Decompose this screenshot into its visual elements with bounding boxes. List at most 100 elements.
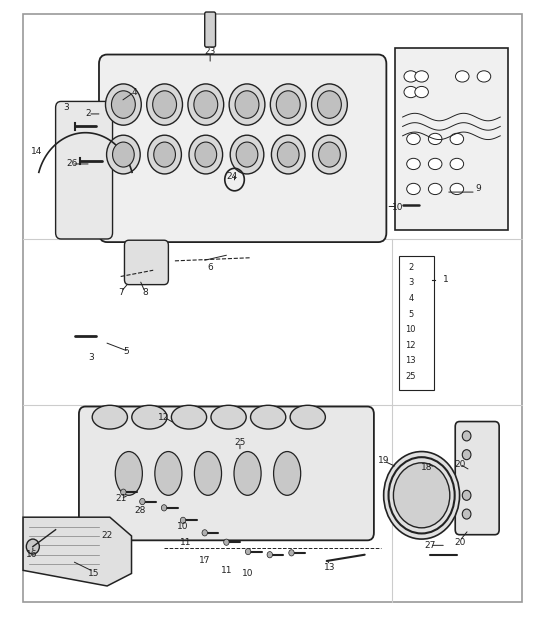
- Ellipse shape: [477, 71, 490, 82]
- Circle shape: [153, 91, 177, 118]
- Text: 24: 24: [226, 172, 238, 181]
- Text: 3: 3: [64, 103, 69, 112]
- Ellipse shape: [274, 452, 301, 495]
- Text: 4: 4: [408, 294, 414, 303]
- Ellipse shape: [450, 183, 464, 195]
- Text: 25: 25: [234, 438, 246, 447]
- FancyBboxPatch shape: [99, 55, 386, 242]
- Circle shape: [276, 91, 300, 118]
- Text: 13: 13: [405, 357, 416, 365]
- Text: 23: 23: [204, 47, 216, 56]
- Ellipse shape: [428, 133, 442, 144]
- Circle shape: [26, 539, 39, 554]
- Circle shape: [112, 91, 135, 118]
- Ellipse shape: [456, 71, 469, 82]
- Ellipse shape: [415, 71, 428, 82]
- Text: 2: 2: [86, 109, 91, 119]
- Text: 21: 21: [115, 494, 126, 503]
- Circle shape: [384, 452, 459, 539]
- Text: 13: 13: [324, 563, 335, 571]
- Ellipse shape: [404, 87, 417, 98]
- Text: 2: 2: [408, 263, 414, 271]
- Text: 20: 20: [454, 460, 465, 468]
- Text: 7: 7: [118, 288, 124, 296]
- Text: 6: 6: [207, 263, 213, 271]
- Text: 1: 1: [443, 275, 449, 284]
- Text: 16: 16: [26, 550, 37, 559]
- FancyBboxPatch shape: [455, 421, 499, 534]
- Ellipse shape: [234, 452, 261, 495]
- Text: 10: 10: [243, 569, 254, 578]
- Circle shape: [289, 550, 294, 556]
- Ellipse shape: [428, 158, 442, 170]
- Text: 22: 22: [101, 531, 113, 541]
- Text: 25: 25: [405, 372, 416, 381]
- Ellipse shape: [251, 405, 286, 429]
- Text: 28: 28: [134, 506, 146, 516]
- Polygon shape: [23, 517, 131, 586]
- Text: 27: 27: [424, 541, 435, 550]
- Text: 3: 3: [88, 354, 94, 362]
- Circle shape: [462, 431, 471, 441]
- Circle shape: [267, 551, 272, 558]
- Circle shape: [194, 91, 218, 118]
- Ellipse shape: [450, 133, 464, 144]
- Text: 8: 8: [142, 288, 148, 296]
- Circle shape: [319, 142, 340, 167]
- Text: 14: 14: [31, 147, 43, 156]
- Text: 19: 19: [378, 457, 390, 465]
- Text: 10: 10: [177, 522, 189, 531]
- Text: 10: 10: [391, 203, 403, 212]
- Circle shape: [140, 499, 145, 505]
- Circle shape: [148, 135, 181, 174]
- Circle shape: [202, 529, 208, 536]
- Circle shape: [229, 84, 265, 125]
- Text: 4: 4: [131, 87, 137, 97]
- Circle shape: [271, 135, 305, 174]
- Text: 20: 20: [454, 538, 465, 547]
- Circle shape: [277, 142, 299, 167]
- Ellipse shape: [171, 405, 207, 429]
- Text: 12: 12: [405, 341, 416, 350]
- Circle shape: [107, 135, 140, 174]
- Ellipse shape: [290, 405, 325, 429]
- Circle shape: [230, 135, 264, 174]
- Circle shape: [313, 135, 346, 174]
- Text: 5: 5: [123, 347, 129, 356]
- Circle shape: [106, 84, 141, 125]
- Ellipse shape: [155, 452, 182, 495]
- FancyBboxPatch shape: [56, 102, 113, 239]
- Text: 15: 15: [88, 569, 99, 578]
- Circle shape: [245, 548, 251, 555]
- Circle shape: [236, 142, 258, 167]
- Ellipse shape: [195, 452, 221, 495]
- Circle shape: [235, 91, 259, 118]
- Circle shape: [270, 84, 306, 125]
- Circle shape: [318, 91, 341, 118]
- Circle shape: [147, 84, 183, 125]
- Circle shape: [120, 489, 126, 495]
- Text: 26: 26: [66, 160, 77, 168]
- FancyBboxPatch shape: [395, 48, 508, 230]
- FancyBboxPatch shape: [205, 12, 216, 47]
- FancyBboxPatch shape: [124, 241, 168, 284]
- Text: 9: 9: [476, 185, 481, 193]
- Circle shape: [312, 84, 347, 125]
- Ellipse shape: [407, 158, 420, 170]
- Ellipse shape: [450, 158, 464, 170]
- Text: 18: 18: [421, 463, 433, 472]
- Ellipse shape: [407, 183, 420, 195]
- Ellipse shape: [211, 405, 246, 429]
- Ellipse shape: [415, 87, 428, 98]
- Text: 17: 17: [199, 556, 210, 565]
- Text: 11: 11: [221, 566, 232, 575]
- Ellipse shape: [404, 71, 417, 82]
- Circle shape: [462, 450, 471, 460]
- Circle shape: [462, 509, 471, 519]
- FancyBboxPatch shape: [79, 406, 374, 540]
- Circle shape: [462, 490, 471, 501]
- Circle shape: [154, 142, 175, 167]
- Circle shape: [180, 517, 186, 524]
- Circle shape: [189, 135, 222, 174]
- FancyBboxPatch shape: [399, 256, 433, 390]
